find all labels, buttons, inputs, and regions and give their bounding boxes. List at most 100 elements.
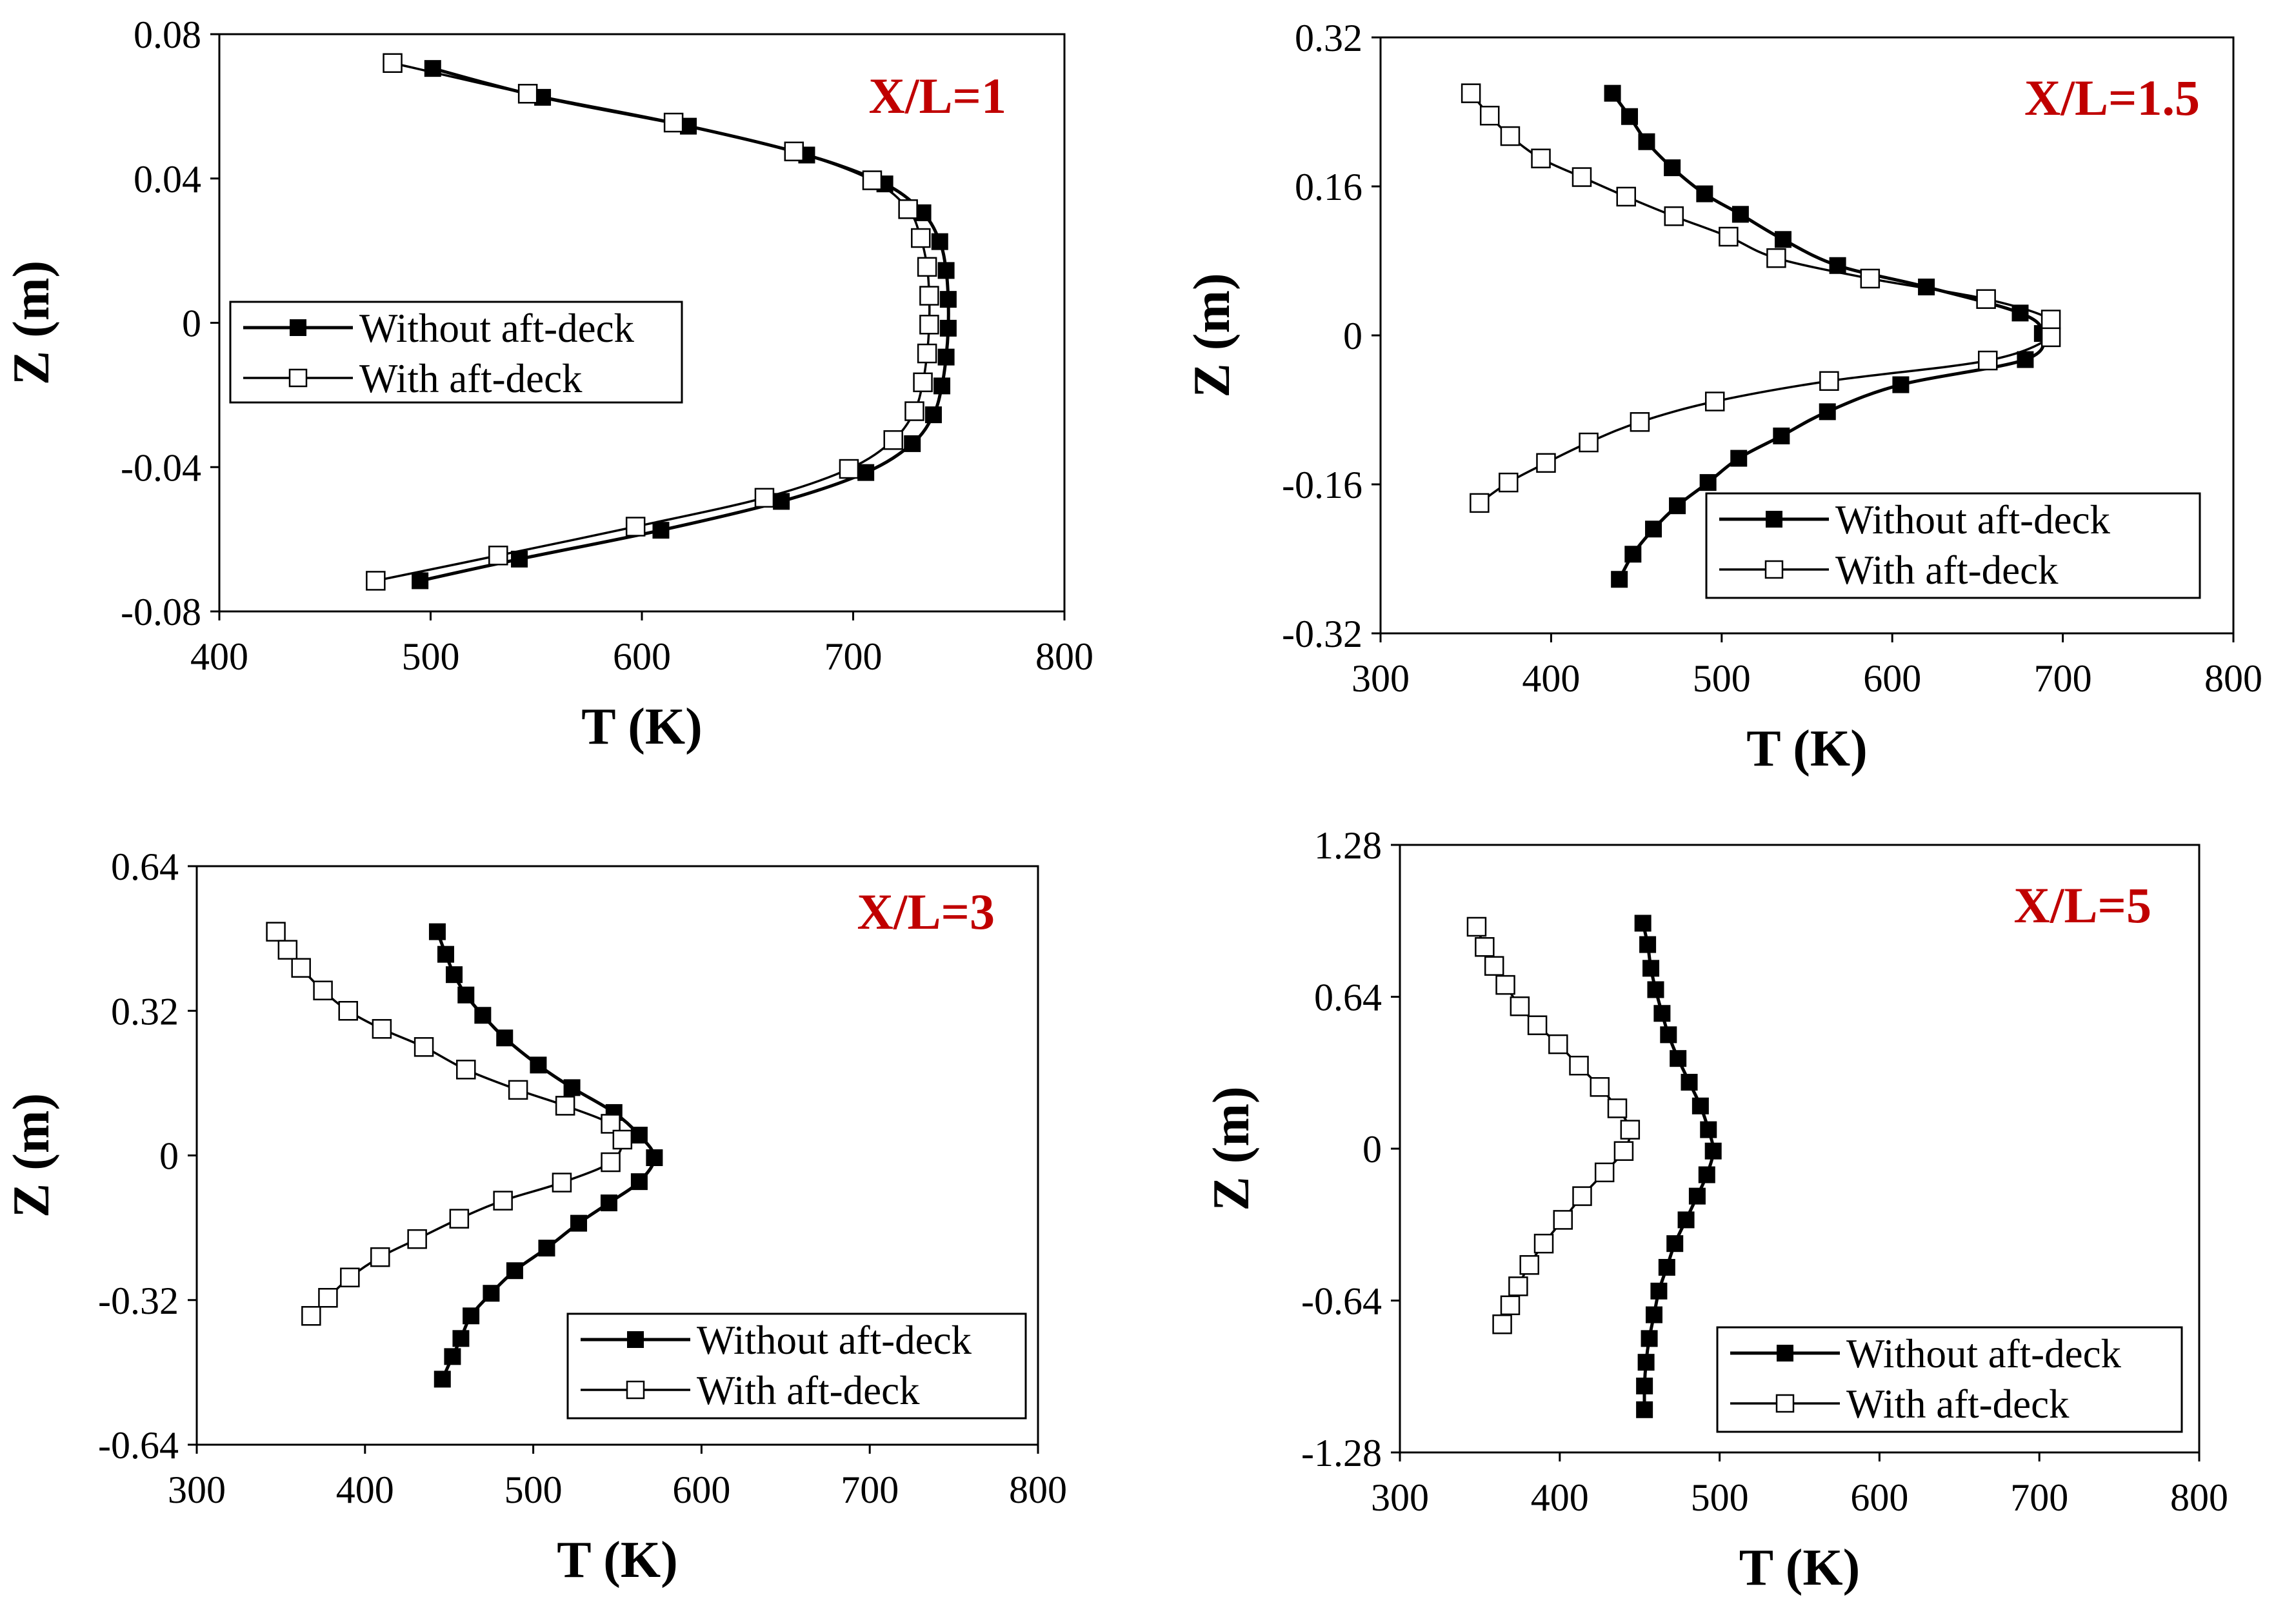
data-point xyxy=(1650,1282,1668,1300)
legend-label-without: Without aft-deck xyxy=(359,306,635,351)
data-point xyxy=(570,1214,588,1232)
data-point xyxy=(463,1307,480,1325)
data-point xyxy=(1634,915,1651,932)
chart-panel-2: 300 400 500 600 700 800 -0.32 -0.16 0 0.16 0.32 T (… xyxy=(1184,17,2262,777)
y-axis-title: Z (m) xyxy=(1203,1086,1260,1211)
data-point xyxy=(1696,185,1713,203)
x-tick-label: 500 xyxy=(1691,1476,1749,1519)
x-tick-label: 400 xyxy=(1531,1476,1589,1519)
data-point xyxy=(366,571,386,591)
y-tick-label: -0.04 xyxy=(121,446,201,489)
data-point xyxy=(1691,1097,1709,1114)
data-point xyxy=(913,372,933,393)
x-tick-label: 600 xyxy=(672,1469,730,1511)
data-point xyxy=(1688,1187,1706,1205)
panel-label: X/L=1.5 xyxy=(2024,70,2200,126)
data-point xyxy=(1579,432,1599,453)
data-point xyxy=(452,1330,470,1347)
data-point xyxy=(1510,996,1530,1016)
data-point xyxy=(1508,1276,1528,1296)
data-point xyxy=(437,946,454,963)
data-point xyxy=(1607,1098,1628,1118)
data-point xyxy=(625,517,646,537)
series-with-aft-deck xyxy=(1466,916,1641,1334)
x-tick-label: 500 xyxy=(1693,657,1751,700)
y-tick-label: 0.04 xyxy=(134,158,201,201)
y-tick-label: -0.64 xyxy=(98,1424,179,1467)
data-point xyxy=(412,572,429,589)
legend-label-with: With aft-deck xyxy=(1846,1381,2070,1427)
legend-label-with: With aft-deck xyxy=(1835,548,2059,593)
data-point xyxy=(1548,1034,1568,1055)
data-point xyxy=(434,1371,451,1388)
data-point xyxy=(917,343,937,364)
data-point xyxy=(1531,148,1551,168)
y-tick-label: 0 xyxy=(182,302,201,345)
data-point xyxy=(291,958,311,978)
data-point xyxy=(555,1096,575,1116)
panel-label: X/L=3 xyxy=(857,884,995,940)
chart-panel-3: 300 400 500 600 700 800 -0.64 -0.32 0 0.32 0.64 T (… xyxy=(3,846,1067,1589)
data-point xyxy=(414,1037,434,1057)
data-point xyxy=(2041,327,2061,348)
data-point xyxy=(370,1247,390,1267)
data-point xyxy=(1533,1233,1554,1254)
data-point xyxy=(1492,1314,1512,1334)
data-point xyxy=(652,522,670,539)
data-point xyxy=(1819,371,1839,391)
data-point xyxy=(1660,1026,1677,1044)
data-point xyxy=(1646,1306,1663,1323)
y-tick-label: -0.32 xyxy=(1282,613,1362,655)
data-point xyxy=(1624,546,1642,563)
legend-marker-hollow xyxy=(288,368,308,388)
x-tick-label: 600 xyxy=(1863,657,1921,700)
data-point xyxy=(754,488,775,508)
data-point xyxy=(904,435,921,452)
data-point xyxy=(313,980,333,1000)
data-point xyxy=(2017,351,2034,368)
data-point xyxy=(898,199,918,219)
panel-label: X/L=1 xyxy=(869,68,1006,124)
y-tick-label: 0.32 xyxy=(1295,17,1362,59)
legend-marker-filled xyxy=(1766,511,1782,528)
data-point xyxy=(1479,106,1500,126)
data-point xyxy=(444,1348,461,1365)
data-point xyxy=(517,84,538,104)
data-point xyxy=(857,464,875,481)
legend: Without aft-deck With aft-deck xyxy=(229,301,683,404)
data-point xyxy=(483,1285,500,1302)
y-tick-label: -0.08 xyxy=(121,591,201,633)
data-point xyxy=(1621,108,1639,125)
x-tick-label: 400 xyxy=(1522,657,1580,700)
data-point xyxy=(474,1007,492,1024)
data-point xyxy=(1527,1015,1548,1035)
data-point xyxy=(1613,1141,1634,1161)
legend-label-with: With aft-deck xyxy=(359,356,583,401)
data-point xyxy=(1638,133,1655,150)
x-tick-label: 700 xyxy=(824,635,883,678)
legend-marker-filled xyxy=(627,1331,644,1348)
series-line xyxy=(1641,922,1715,1410)
data-point xyxy=(428,923,446,940)
data-point xyxy=(1860,268,1881,289)
data-point xyxy=(538,1240,555,1257)
data-point xyxy=(1892,376,1910,393)
y-axis-title: Z (m) xyxy=(1184,273,1241,397)
legend-marker-filled xyxy=(290,319,306,336)
data-point xyxy=(1704,391,1725,411)
data-point xyxy=(338,1001,358,1021)
y-tick-label: 1.28 xyxy=(1314,824,1382,867)
data-point xyxy=(318,1287,338,1308)
data-point xyxy=(1620,1120,1641,1140)
data-point xyxy=(1495,975,1515,995)
data-point xyxy=(1704,1142,1722,1160)
data-point xyxy=(1466,916,1487,937)
data-point xyxy=(1664,206,1684,226)
legend-label-without: Without aft-deck xyxy=(1835,497,2111,542)
x-tick-label: 800 xyxy=(2204,657,2262,700)
x-tick-label: 600 xyxy=(613,635,671,678)
legend-label-with: With aft-deck xyxy=(697,1368,920,1413)
data-point xyxy=(1645,520,1662,538)
x-axis-title: T (K) xyxy=(1739,1540,1860,1596)
